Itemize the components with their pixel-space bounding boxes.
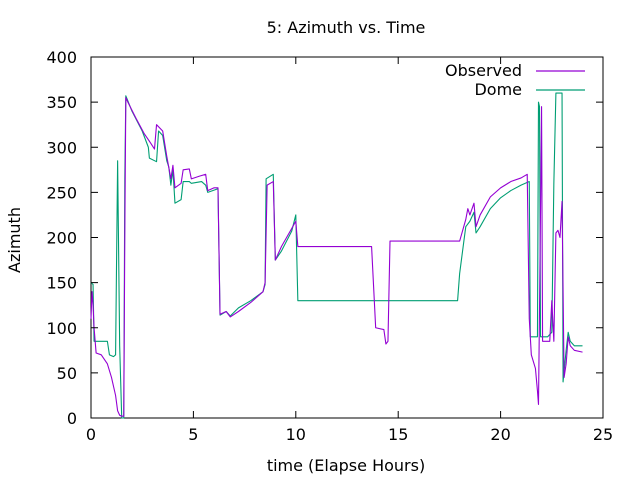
legend-entry-dome: Dome: [474, 80, 585, 99]
x-tick-label: 20: [490, 425, 510, 444]
x-tick-label: 10: [286, 425, 306, 444]
y-tick-label: 100: [46, 319, 77, 338]
y-tick-label: 0: [67, 409, 77, 428]
x-tick-label: 0: [86, 425, 96, 444]
y-tick-label: 350: [46, 93, 77, 112]
legend: Observed Dome: [445, 61, 585, 99]
x-tick-label: 15: [388, 425, 408, 444]
y-tick-label: 250: [46, 183, 77, 202]
legend-entry-observed: Observed: [445, 61, 585, 80]
legend-label-observed: Observed: [445, 61, 522, 80]
y-tick-label: 150: [46, 274, 77, 293]
plot-area: [90, 56, 604, 419]
y-tick-label: 50: [57, 364, 77, 383]
y-tick-label: 400: [46, 48, 77, 67]
y-axis-label: Azimuth: [5, 207, 24, 273]
plot-frame: [90, 56, 604, 419]
x-tick-label: 5: [188, 425, 198, 444]
x-axis-label: time (Elapse Hours): [267, 456, 425, 475]
y-tick-label: 300: [46, 138, 77, 157]
series-line-observed: [90, 97, 583, 417]
legend-label-dome: Dome: [474, 80, 522, 99]
x-tick-label: 25: [593, 425, 613, 444]
y-tick-label: 200: [46, 229, 77, 248]
series-layer: [90, 92, 583, 419]
chart-title: 5: Azimuth vs. Time: [267, 18, 426, 37]
